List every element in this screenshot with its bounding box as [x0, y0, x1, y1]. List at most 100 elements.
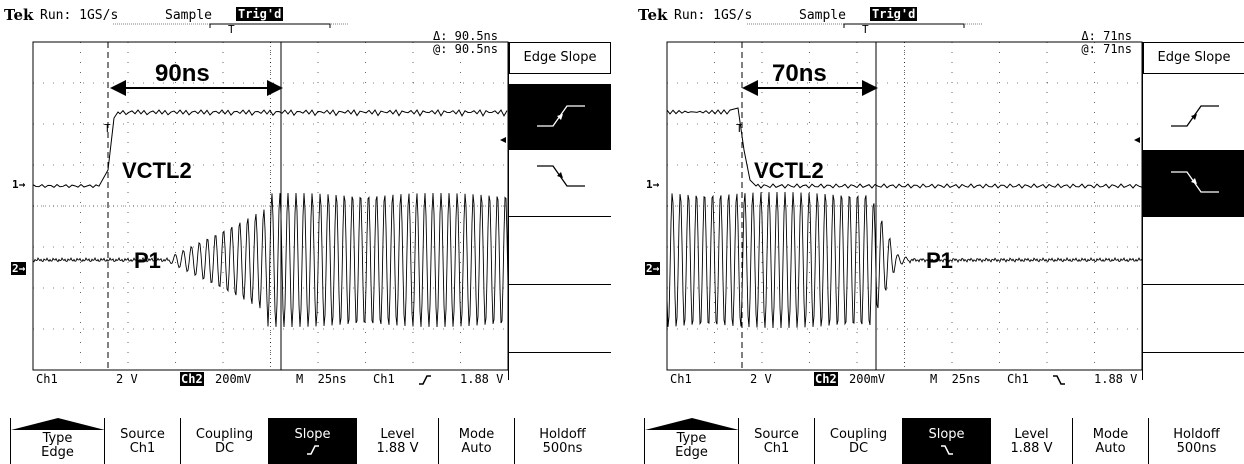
trigger-level: 1.88 V: [1094, 372, 1138, 386]
type-value: Edge: [41, 445, 74, 460]
level-button[interactable]: Level 1.88 V: [990, 418, 1072, 464]
at-readout: @: 90.5ns: [432, 42, 498, 56]
rising-edge-icon: [419, 375, 431, 385]
level-value: 1.88 V: [376, 441, 419, 456]
ch1-scale: 2 V: [750, 372, 772, 386]
coupling-label: Coupling: [195, 427, 254, 442]
cursor-readout: Δ: 90.5ns @: 90.5ns: [390, 30, 498, 56]
falling-slope-option[interactable]: [509, 152, 611, 218]
mode-button[interactable]: Mode Auto: [1072, 418, 1148, 464]
tek-logo: Tek: [4, 6, 34, 24]
type-label: Type: [42, 431, 73, 446]
coupling-value: DC: [214, 441, 235, 456]
vctl2-label: VCTL2: [754, 158, 824, 183]
mode-button[interactable]: Mode Auto: [438, 418, 514, 464]
side-menu: Edge Slope: [1142, 42, 1244, 380]
slope-label: Slope: [294, 427, 331, 442]
timebase: M 25ns: [296, 372, 347, 386]
holdoff-label: Holdoff: [539, 427, 586, 442]
p1-label: P1: [134, 248, 161, 273]
run-status: Run: 1GS/s: [40, 8, 119, 23]
button-bar: Type Edge Source Ch1 Coupling DC Slope L…: [634, 418, 1244, 464]
arrow-head-left: [742, 80, 758, 96]
trig-status-badge: Trig'd: [870, 7, 918, 21]
ch2-scale: 200mV: [215, 372, 252, 386]
menu-title: Edge Slope: [1143, 42, 1244, 74]
mode-value: Auto: [1095, 441, 1126, 456]
source-label: Source: [754, 427, 799, 442]
ch2-label: Ch2: [814, 372, 838, 386]
ch1-label: Ch1: [670, 372, 692, 386]
holdoff-value: 500ns: [542, 441, 583, 456]
source-button[interactable]: Source Ch1: [104, 418, 180, 464]
rising-slope-option[interactable]: [509, 84, 611, 150]
record-window: [209, 23, 331, 28]
menu-separator: [1143, 284, 1244, 285]
holdoff-button[interactable]: Holdoff 500ns: [514, 418, 610, 464]
menu-separator: [509, 352, 611, 353]
mode-value: Auto: [461, 441, 492, 456]
arrow-head-left: [110, 80, 126, 96]
trigger-level-arrow: [1134, 137, 1140, 143]
arrow-head-right: [267, 80, 283, 96]
trigger-point-icon: T: [228, 23, 235, 36]
slope-button[interactable]: Slope: [268, 418, 356, 464]
coupling-value: DC: [848, 441, 869, 456]
trigger-source: Ch1: [373, 372, 395, 386]
delta-readout: Δ: 90.5ns: [432, 29, 498, 43]
falling-edge-icon: [1053, 375, 1065, 385]
duration-annotation: 90ns: [155, 60, 210, 87]
rising-slope-option[interactable]: [1143, 84, 1244, 150]
ch2-label: Ch2: [180, 372, 204, 386]
ch2-ground-marker: 2→: [11, 262, 27, 275]
level-value: 1.88 V: [1010, 441, 1053, 456]
slope-button[interactable]: Slope: [902, 418, 990, 464]
vctl2-trace: [32, 109, 508, 189]
status-bar: Ch1 2 V Ch2 200mV M 25ns Ch1 1.88 V: [0, 372, 508, 388]
type-value: Edge: [675, 445, 708, 460]
ch1-scale: 2 V: [116, 372, 138, 386]
mode-label: Mode: [458, 427, 495, 442]
button-bar: Type Edge Source Ch1 Coupling DC Slope L…: [0, 418, 610, 464]
source-value: Ch1: [129, 441, 156, 456]
cursor-readout: Δ: 71ns @: 71ns: [1024, 30, 1132, 56]
trigger-level: 1.88 V: [460, 372, 504, 386]
ch1-label: Ch1: [36, 372, 58, 386]
level-button[interactable]: Level 1.88 V: [356, 418, 438, 464]
acquisition-mode: Sample: [799, 8, 846, 23]
type-button[interactable]: Type Edge: [10, 418, 105, 464]
rising-edge-icon: [306, 445, 319, 455]
status-bar: Ch1 2 V Ch2 200mV M 25ns Ch1 1.88 V: [634, 372, 1142, 388]
menu-separator: [509, 284, 611, 285]
trigger-point-icon: T: [862, 23, 869, 36]
level-label: Level: [380, 427, 415, 442]
holdoff-label: Holdoff: [1173, 427, 1220, 442]
menu-separator: [509, 216, 611, 217]
menu-title: Edge Slope: [509, 42, 611, 74]
ch2-scale: 200mV: [849, 372, 886, 386]
trigger-marker: T: [104, 122, 111, 135]
ch2-ground-marker: 2→: [645, 262, 661, 275]
tek-logo: Tek: [638, 6, 668, 24]
falling-slope-option[interactable]: [1143, 150, 1244, 216]
timebase: M 25ns: [930, 372, 981, 386]
coupling-button[interactable]: Coupling DC: [814, 418, 902, 464]
p1-label: P1: [926, 248, 953, 273]
selector-triangle-icon: [11, 418, 105, 430]
source-button[interactable]: Source Ch1: [738, 418, 814, 464]
at-readout: @: 71ns: [1081, 42, 1132, 56]
source-label: Source: [120, 427, 165, 442]
p1-trace: [666, 191, 1143, 329]
holdoff-button[interactable]: Holdoff 500ns: [1148, 418, 1244, 464]
trigger-marker: T: [736, 122, 743, 135]
ch1-ground-marker: 1→: [12, 178, 26, 191]
type-button[interactable]: Type Edge: [644, 418, 739, 464]
holdoff-value: 500ns: [1176, 441, 1217, 456]
p1-trace: [32, 192, 509, 328]
coupling-button[interactable]: Coupling DC: [180, 418, 268, 464]
level-label: Level: [1014, 427, 1049, 442]
trig-status-badge: Trig'd: [236, 7, 284, 21]
graticule: TT: [666, 23, 1143, 371]
